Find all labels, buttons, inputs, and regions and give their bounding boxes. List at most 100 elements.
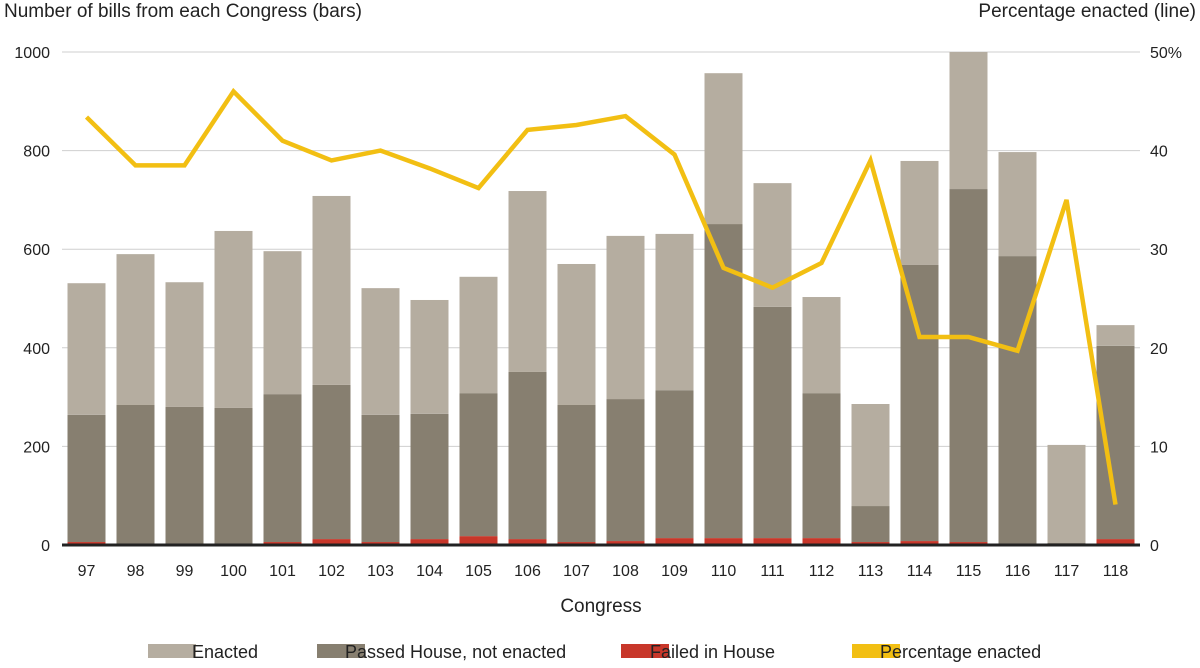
bar-enacted [67, 283, 106, 415]
bar-passed-house-not-enacted [851, 506, 890, 543]
bar-passed-house-not-enacted [508, 371, 547, 540]
legend-label: Passed House, not enacted [345, 642, 566, 662]
bar-enacted [557, 263, 596, 405]
bar-passed-house-not-enacted [998, 256, 1037, 545]
y2-tick-label: 10 [1150, 439, 1168, 456]
x-tick-label: 108 [612, 563, 639, 580]
legend-label: Percentage enacted [880, 642, 1041, 662]
bar-passed-house-not-enacted [165, 406, 204, 545]
x-tick-label: 117 [1054, 563, 1080, 580]
bar-enacted [851, 404, 890, 507]
bar-failed-in-house [459, 536, 498, 545]
x-axis-title: Congress [560, 596, 641, 617]
bar-enacted [459, 276, 498, 394]
x-tick-label: 101 [269, 563, 296, 580]
bar-enacted [165, 282, 204, 407]
bar-passed-house-not-enacted [459, 393, 498, 537]
x-tick-label: 107 [563, 563, 590, 580]
bar-passed-house-not-enacted [655, 390, 694, 539]
y2-tick-label: 0 [1150, 538, 1159, 555]
x-tick-label: 103 [367, 563, 394, 580]
bar-enacted [312, 195, 351, 385]
bar-enacted [361, 288, 400, 415]
left-axis-title: Number of bills from each Congress (bars… [4, 1, 362, 22]
y-tick-label: 0 [41, 538, 50, 555]
y2-tick-label: 50% [1150, 45, 1182, 62]
x-tick-label: 106 [514, 563, 541, 580]
x-tick-label: 97 [78, 563, 96, 580]
bar-failed-in-house [508, 539, 547, 545]
bar-failed-in-house [704, 538, 743, 545]
x-tick-label: 105 [465, 563, 492, 580]
bar-passed-house-not-enacted [214, 407, 253, 545]
y2-tick-label: 40 [1150, 144, 1168, 161]
bar-failed-in-house [410, 539, 449, 545]
bar-passed-house-not-enacted [263, 394, 302, 543]
bar-enacted [606, 235, 645, 400]
x-tick-label: 110 [711, 563, 737, 580]
x-tick-label: 100 [220, 563, 247, 580]
y2-tick-label: 20 [1150, 341, 1168, 358]
percentage-enacted-line [84, 87, 1118, 505]
x-tick-label: 115 [956, 563, 982, 580]
bar-enacted [116, 254, 155, 405]
bar-enacted [214, 230, 253, 408]
bar-passed-house-not-enacted [116, 404, 155, 545]
x-tick-label: 118 [1103, 563, 1129, 580]
y-tick-label: 600 [23, 242, 50, 259]
legend-swatch [621, 644, 669, 658]
bar-enacted [900, 160, 939, 265]
bar-failed-in-house [900, 541, 939, 545]
bar-enacted [655, 233, 694, 391]
x-tick-label: 116 [1005, 563, 1031, 580]
x-tick-label: 112 [809, 563, 835, 580]
bar-enacted [949, 52, 988, 190]
y-tick-label: 800 [23, 144, 50, 161]
bar-enacted [410, 299, 449, 414]
bar-passed-house-not-enacted [312, 384, 351, 540]
x-tick-label: 99 [176, 563, 194, 580]
x-tick-label: 109 [661, 563, 688, 580]
bar-enacted [263, 251, 302, 395]
bar-passed-house-not-enacted [606, 399, 645, 542]
y-tick-label: 1000 [14, 45, 50, 62]
x-tick-label: 111 [760, 563, 784, 580]
y-tick-label: 400 [23, 341, 50, 358]
bar-enacted [704, 73, 743, 225]
bar-passed-house-not-enacted [361, 414, 400, 543]
x-tick-label: 104 [416, 563, 443, 580]
bar-failed-in-house [753, 538, 792, 545]
legend-swatch [317, 644, 365, 658]
legend-label: Failed in House [650, 642, 775, 662]
legend-label: Enacted [192, 642, 258, 662]
legend-swatch [852, 644, 900, 658]
bar-failed-in-house [1096, 539, 1135, 545]
bar-enacted [1096, 325, 1135, 346]
bar-passed-house-not-enacted [67, 414, 106, 543]
x-tick-label: 98 [127, 563, 145, 580]
legend-swatch [148, 644, 196, 658]
right-axis-title: Percentage enacted (line) [978, 1, 1196, 22]
bar-failed-in-house [312, 539, 351, 545]
bar-passed-house-not-enacted [900, 264, 939, 542]
bar-failed-in-house [802, 538, 841, 545]
y2-tick-label: 30 [1150, 242, 1168, 259]
y-tick-label: 200 [23, 439, 50, 456]
bar-failed-in-house [655, 538, 694, 545]
bar-passed-house-not-enacted [704, 224, 743, 539]
bar-enacted [508, 191, 547, 372]
bar-passed-house-not-enacted [753, 306, 792, 539]
bar-enacted [1047, 444, 1086, 544]
bar-enacted [802, 297, 841, 394]
x-tick-label: 102 [318, 563, 345, 580]
bar-passed-house-not-enacted [802, 393, 841, 539]
bar-passed-house-not-enacted [1096, 345, 1135, 540]
x-tick-label: 114 [907, 563, 933, 580]
bar-passed-house-not-enacted [949, 189, 988, 543]
bar-passed-house-not-enacted [557, 404, 596, 543]
bar-failed-in-house [606, 541, 645, 545]
bar-enacted [998, 152, 1037, 257]
bar-passed-house-not-enacted [410, 413, 449, 540]
